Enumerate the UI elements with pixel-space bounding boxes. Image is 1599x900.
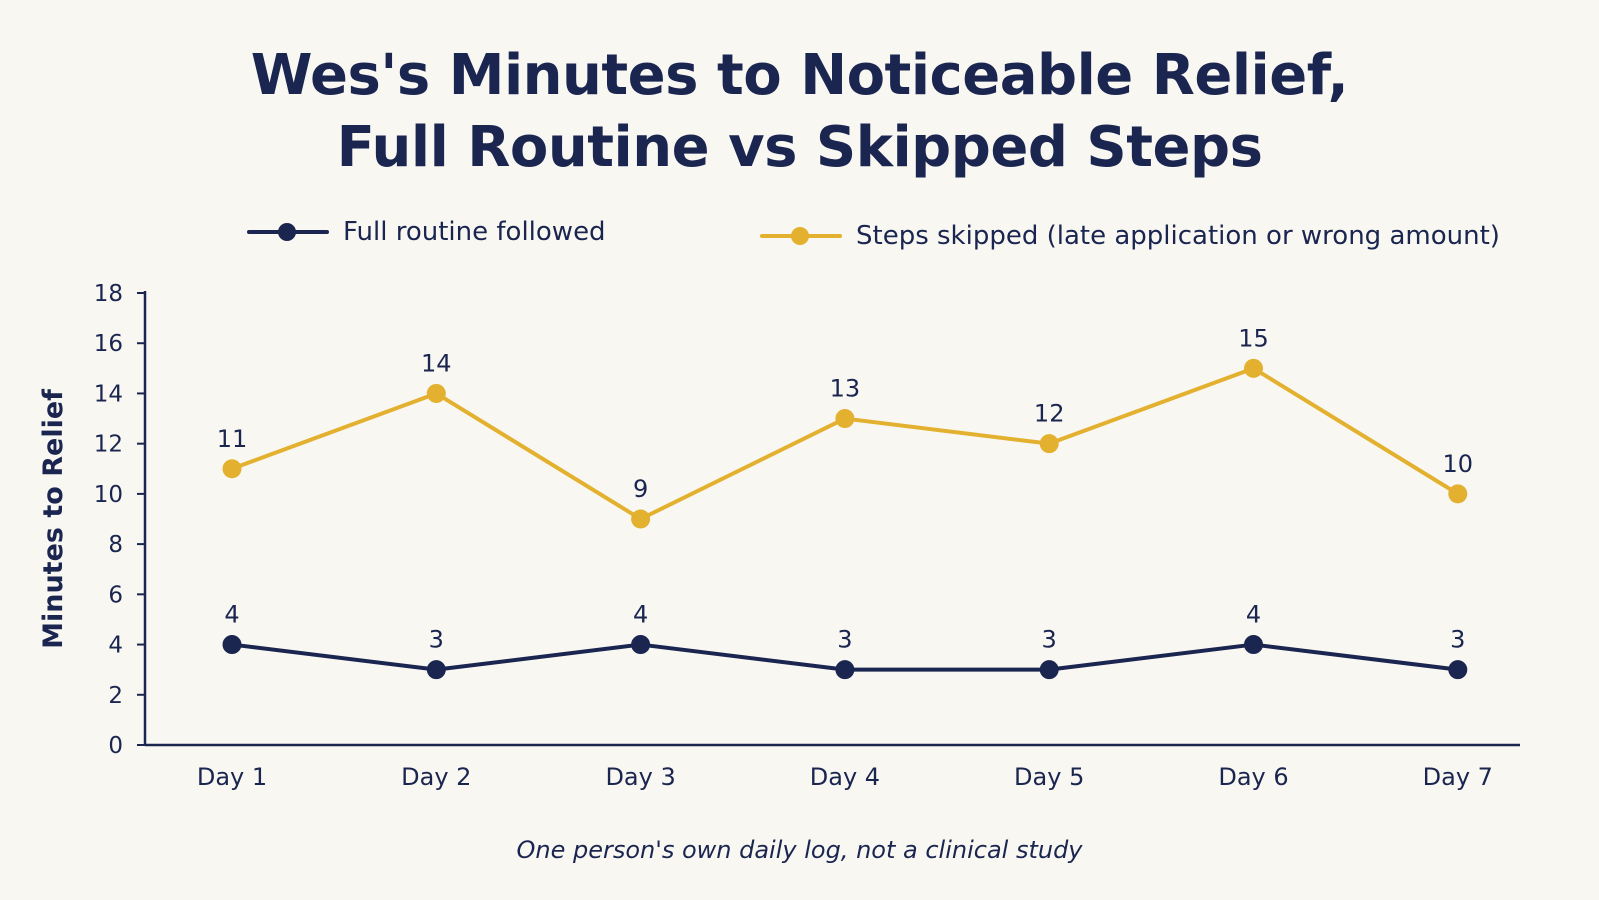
y-axis-title: Minutes to Relief xyxy=(38,389,69,649)
chart-title: Wes's Minutes to Noticeable Relief, Full… xyxy=(0,40,1599,184)
data-point-full-routine-day-2 xyxy=(426,660,446,680)
y-tick-label-14: 14 xyxy=(94,381,123,407)
data-label-full-routine-day-7: 3 xyxy=(1450,626,1465,654)
legend-item-steps-skipped: Steps skipped (late application or wrong… xyxy=(760,220,1500,252)
chart-title-line-1: Wes's Minutes to Noticeable Relief, xyxy=(250,43,1349,108)
y-tick-label-2: 2 xyxy=(108,683,123,709)
data-point-steps-skipped-day-6 xyxy=(1244,358,1263,378)
data-point-full-routine-day-1 xyxy=(222,635,242,655)
data-point-steps-skipped-day-4 xyxy=(835,409,855,429)
x-tick-label-2: Day 2 xyxy=(401,763,471,791)
y-tick-label-0: 0 xyxy=(108,733,123,759)
y-tick-label-18: 18 xyxy=(94,281,123,307)
y-tick-label-12: 12 xyxy=(94,432,123,458)
legend-item-full-routine: Full routine followed xyxy=(247,216,606,248)
data-point-steps-skipped-day-1 xyxy=(222,459,242,479)
legend-swatch-full-routine xyxy=(247,216,329,248)
data-label-full-routine-day-1: 4 xyxy=(224,601,239,629)
data-point-full-routine-day-7 xyxy=(1448,660,1468,680)
data-label-full-routine-day-6: 4 xyxy=(1246,601,1261,629)
data-point-full-routine-day-3 xyxy=(631,635,651,655)
x-tick-label-3: Day 3 xyxy=(605,763,675,791)
data-label-full-routine-day-4: 3 xyxy=(837,626,852,654)
data-label-steps-skipped-day-4: 13 xyxy=(830,375,861,403)
x-tick-label-6: Day 6 xyxy=(1218,763,1288,791)
x-tick-label-5: Day 5 xyxy=(1014,763,1084,791)
x-tick-label-4: Day 4 xyxy=(810,763,880,791)
data-label-full-routine-day-2: 3 xyxy=(429,626,444,654)
data-label-steps-skipped-day-3: 9 xyxy=(633,475,648,503)
data-point-full-routine-day-6 xyxy=(1244,635,1263,655)
y-tick-label-8: 8 xyxy=(108,532,123,558)
data-label-steps-skipped-day-2: 14 xyxy=(421,349,452,377)
x-tick-label-1: Day 1 xyxy=(197,763,267,791)
y-tick-label-6: 6 xyxy=(108,582,123,608)
y-tick-label-4: 4 xyxy=(108,633,123,659)
legend-swatch-steps-skipped xyxy=(760,220,842,252)
data-point-steps-skipped-day-2 xyxy=(426,383,446,403)
legend-label-steps-skipped: Steps skipped (late application or wrong… xyxy=(856,221,1500,251)
data-point-steps-skipped-day-7 xyxy=(1448,484,1468,504)
data-label-steps-skipped-day-7: 10 xyxy=(1443,450,1474,478)
y-tick-label-16: 16 xyxy=(94,331,123,357)
data-point-full-routine-day-4 xyxy=(835,660,855,680)
data-point-steps-skipped-day-5 xyxy=(1039,434,1059,454)
data-point-full-routine-day-5 xyxy=(1039,660,1059,680)
data-label-steps-skipped-day-5: 12 xyxy=(1034,400,1065,428)
data-label-full-routine-day-5: 3 xyxy=(1042,626,1057,654)
data-label-steps-skipped-day-1: 11 xyxy=(217,425,248,453)
chart-note: One person's own daily log, not a clinic… xyxy=(516,836,1083,864)
data-label-steps-skipped-day-6: 15 xyxy=(1238,324,1269,352)
y-tick-label-10: 10 xyxy=(94,482,123,508)
x-tick-label-7: Day 7 xyxy=(1423,763,1493,791)
data-label-full-routine-day-3: 4 xyxy=(633,601,648,629)
data-point-steps-skipped-day-3 xyxy=(631,509,651,529)
legend-label-full-routine: Full routine followed xyxy=(343,217,606,247)
chart-title-line-2: Full Routine vs Skipped Steps xyxy=(336,115,1263,180)
